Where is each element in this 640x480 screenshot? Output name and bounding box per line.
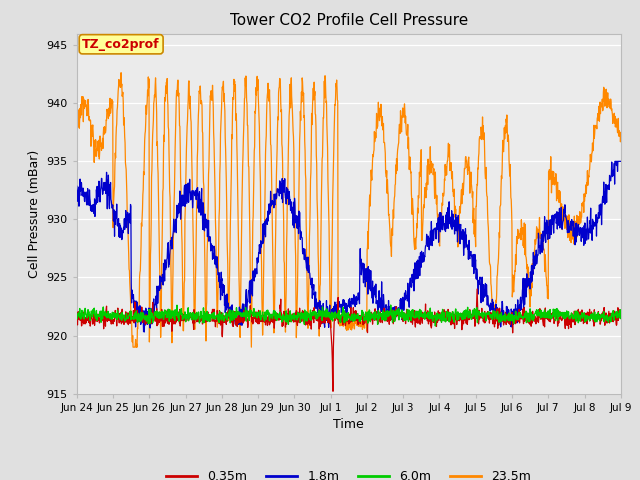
Y-axis label: Cell Pressure (mBar): Cell Pressure (mBar) <box>28 149 41 278</box>
Text: TZ_co2prof: TZ_co2prof <box>83 38 160 51</box>
Title: Tower CO2 Profile Cell Pressure: Tower CO2 Profile Cell Pressure <box>230 13 468 28</box>
X-axis label: Time: Time <box>333 418 364 431</box>
Legend: 0.35m, 1.8m, 6.0m, 23.5m: 0.35m, 1.8m, 6.0m, 23.5m <box>161 465 536 480</box>
